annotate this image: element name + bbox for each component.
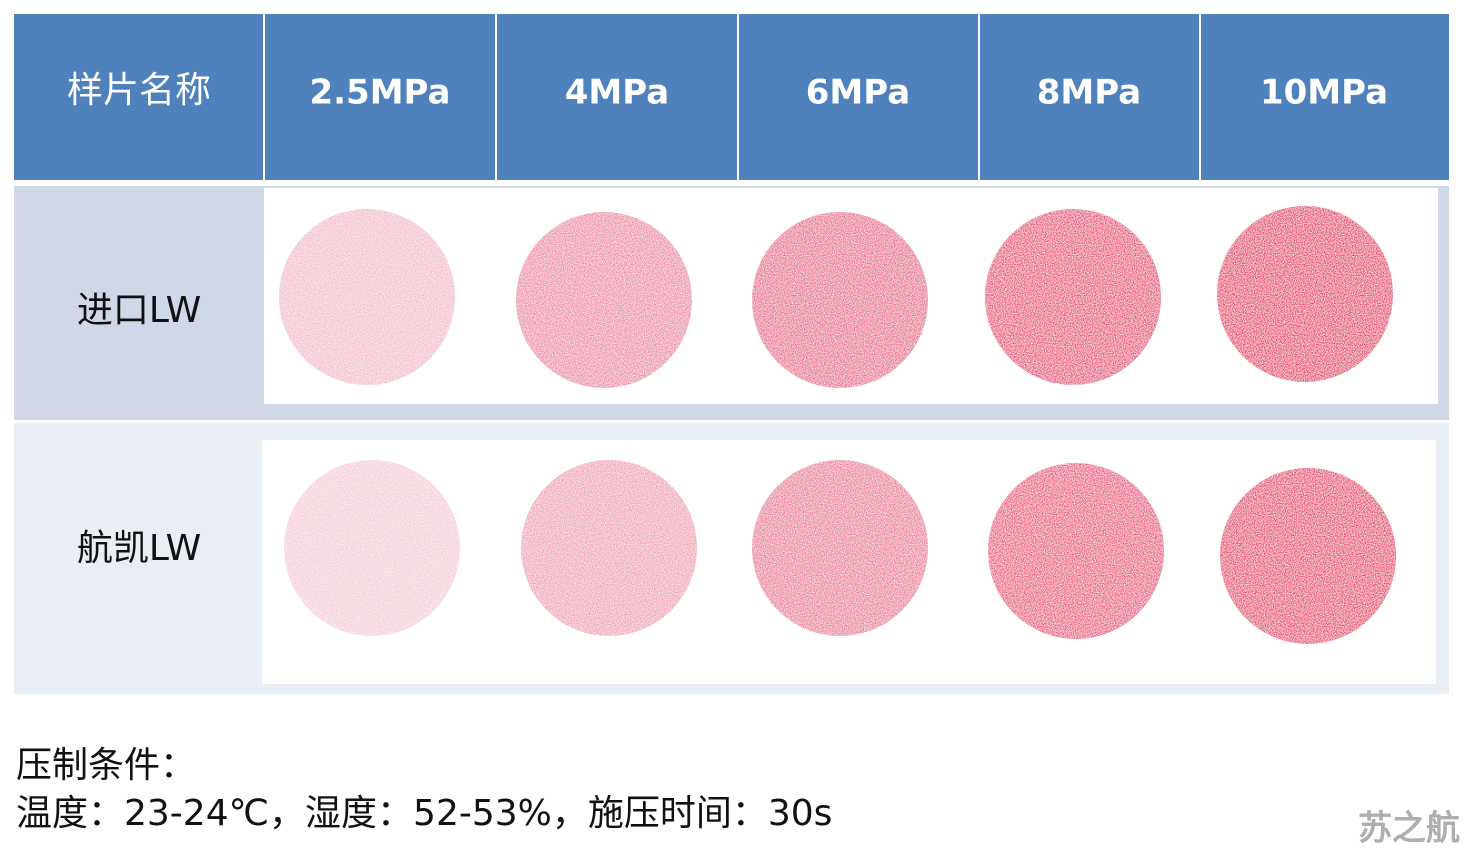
- row-label: 进口LW: [77, 290, 201, 331]
- sample-dot: [752, 212, 928, 388]
- notes-title: 压制条件：: [16, 745, 196, 786]
- header-cell: 10MPa: [1260, 73, 1388, 113]
- sample-dot: [521, 460, 697, 636]
- header-row: [14, 14, 1449, 180]
- sample-dot: [752, 460, 928, 636]
- row-label: 航凯LW: [77, 528, 201, 569]
- sample-dot: [1220, 468, 1396, 644]
- notes-conditions: 温度：23-24℃，湿度：52-53%，施压时间：30s: [16, 793, 832, 834]
- header-cell: 6MPa: [806, 73, 910, 113]
- watermark: 苏之航: [1358, 809, 1460, 849]
- header-cell: 4MPa: [565, 73, 669, 113]
- header-dividers: [263, 14, 1201, 180]
- samples: [279, 206, 1396, 644]
- sample-dot: [279, 209, 455, 385]
- sample-dot: [284, 460, 460, 636]
- header-cell: 样片名称: [67, 70, 211, 111]
- sample-dot: [985, 209, 1161, 385]
- sample-dot: [516, 212, 692, 388]
- sample-dot: [1217, 206, 1393, 382]
- header-cell: 2.5MPa: [309, 73, 450, 113]
- header-cell: 8MPa: [1037, 73, 1141, 113]
- table: 样片名称 2.5MPa 4MPa 6MPa 8MPa 10MPa 进口LW 航凯…: [14, 14, 1449, 694]
- sample-dot: [988, 463, 1164, 639]
